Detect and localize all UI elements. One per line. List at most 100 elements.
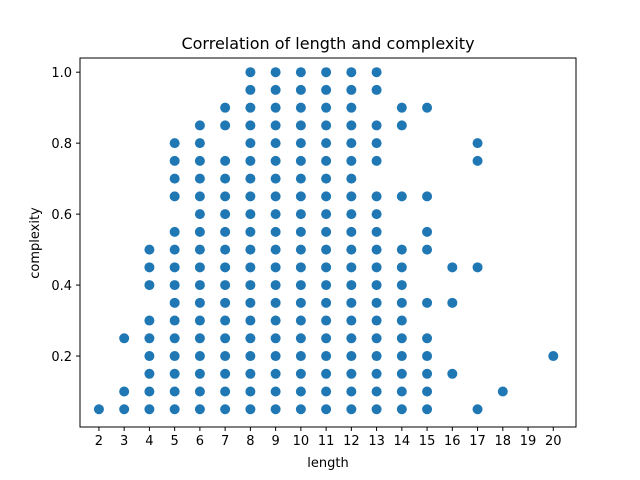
x-axis-ticks: 2 3 4 5 6 7 8 9 10 11 12 13 14 15 16 17 18 19 20 xyxy=(95,427,562,449)
data-point xyxy=(245,209,256,220)
data-point xyxy=(371,67,382,78)
data-point xyxy=(371,297,382,308)
data-point xyxy=(194,191,205,202)
data-point xyxy=(295,404,306,415)
data-point xyxy=(270,280,281,291)
data-point xyxy=(194,138,205,149)
data-point xyxy=(447,368,458,379)
data-point xyxy=(144,404,155,415)
y-axis-label: complexity xyxy=(28,207,43,279)
data-points xyxy=(93,67,559,415)
data-point xyxy=(144,386,155,397)
x-tick-label: 17 xyxy=(469,434,486,449)
data-point xyxy=(396,368,407,379)
data-point xyxy=(321,120,332,131)
data-point xyxy=(194,262,205,273)
data-point xyxy=(169,155,180,166)
data-point xyxy=(270,155,281,166)
data-point xyxy=(321,297,332,308)
data-point xyxy=(422,333,433,344)
data-point xyxy=(194,315,205,326)
x-tick-label: 4 xyxy=(145,434,153,449)
data-point xyxy=(194,173,205,184)
data-point xyxy=(295,333,306,344)
x-tick-label: 14 xyxy=(394,434,411,449)
data-point xyxy=(245,173,256,184)
data-point xyxy=(194,351,205,362)
data-point xyxy=(321,404,332,415)
data-point xyxy=(144,262,155,273)
data-point xyxy=(220,368,231,379)
data-point xyxy=(194,333,205,344)
x-tick-label: 19 xyxy=(520,434,537,449)
data-point xyxy=(169,280,180,291)
data-point xyxy=(321,244,332,255)
y-tick-label: 0.2 xyxy=(51,350,72,365)
data-point xyxy=(371,138,382,149)
data-point xyxy=(245,84,256,95)
data-point xyxy=(295,120,306,131)
data-point xyxy=(270,404,281,415)
data-point xyxy=(321,351,332,362)
data-point xyxy=(245,333,256,344)
data-point xyxy=(270,120,281,131)
data-point xyxy=(321,368,332,379)
data-point xyxy=(346,351,357,362)
x-tick-label: 2 xyxy=(95,434,103,449)
data-point xyxy=(321,333,332,344)
data-point xyxy=(194,155,205,166)
data-point xyxy=(245,404,256,415)
data-point xyxy=(346,102,357,113)
data-point xyxy=(295,67,306,78)
data-point xyxy=(396,280,407,291)
data-point xyxy=(169,226,180,237)
data-point xyxy=(295,155,306,166)
data-point xyxy=(220,120,231,131)
data-point xyxy=(422,368,433,379)
data-point xyxy=(245,191,256,202)
data-point xyxy=(422,404,433,415)
data-point xyxy=(422,297,433,308)
data-point xyxy=(144,333,155,344)
x-tick-label: 9 xyxy=(271,434,279,449)
data-point xyxy=(245,226,256,237)
data-point xyxy=(396,404,407,415)
data-point xyxy=(371,244,382,255)
data-point xyxy=(194,368,205,379)
data-point xyxy=(321,173,332,184)
data-point xyxy=(169,333,180,344)
data-point xyxy=(346,209,357,220)
data-point xyxy=(346,138,357,149)
data-point xyxy=(169,138,180,149)
data-point xyxy=(371,120,382,131)
data-point xyxy=(220,404,231,415)
data-point xyxy=(346,191,357,202)
data-point xyxy=(321,386,332,397)
x-tick-label: 6 xyxy=(196,434,204,449)
data-point xyxy=(321,280,332,291)
plot-frame xyxy=(79,57,577,428)
data-point xyxy=(371,84,382,95)
data-point xyxy=(321,67,332,78)
data-point xyxy=(245,120,256,131)
data-point xyxy=(295,209,306,220)
data-point xyxy=(270,297,281,308)
data-point xyxy=(396,120,407,131)
data-point xyxy=(321,138,332,149)
data-point xyxy=(270,173,281,184)
data-point xyxy=(169,244,180,255)
data-point xyxy=(422,226,433,237)
data-point xyxy=(321,262,332,273)
data-point xyxy=(346,226,357,237)
data-point xyxy=(169,297,180,308)
data-point xyxy=(169,315,180,326)
x-tick-label: 18 xyxy=(495,434,512,449)
data-point xyxy=(396,333,407,344)
data-point xyxy=(144,244,155,255)
data-point xyxy=(194,297,205,308)
x-tick-label: 12 xyxy=(343,434,360,449)
x-tick-label: 3 xyxy=(120,434,128,449)
data-point xyxy=(270,262,281,273)
